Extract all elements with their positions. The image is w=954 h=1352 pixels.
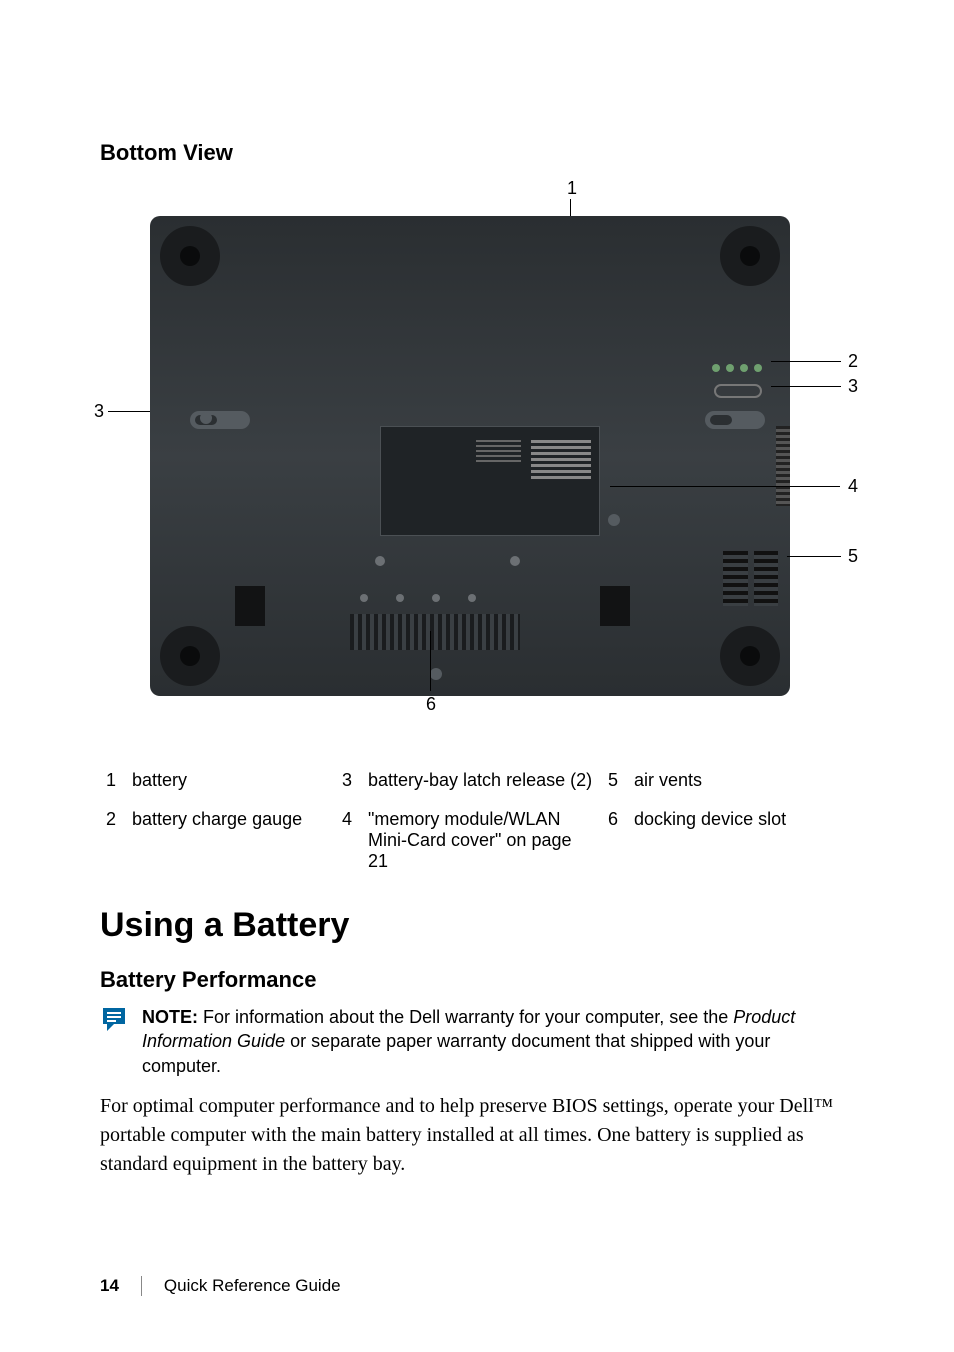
- foot-pad-bl: [160, 626, 220, 686]
- legend-num: 1: [100, 766, 126, 795]
- callout-3-left: 3: [94, 401, 104, 422]
- callout-legend: 1 battery 3 battery-bay latch release (2…: [100, 766, 860, 876]
- note-block: NOTE: For information about the Dell war…: [100, 1005, 854, 1078]
- legend-label: battery: [126, 766, 336, 795]
- legend-row: 1 battery 3 battery-bay latch release (2…: [100, 766, 860, 795]
- screw-hole: [375, 556, 385, 566]
- leader-line: [771, 386, 841, 387]
- foot-pad-tl: [160, 226, 220, 286]
- note-body-1: For information about the Dell warranty …: [198, 1007, 733, 1027]
- dock-guide-dots: [360, 594, 476, 602]
- rubber-foot-left: [235, 586, 265, 626]
- legend-num: 5: [602, 766, 628, 795]
- memory-cover-edge: [776, 426, 790, 506]
- air-vents: [723, 551, 778, 606]
- leader-line: [787, 556, 841, 557]
- note-text: NOTE: For information about the Dell war…: [142, 1005, 854, 1078]
- foot-pad-br: [720, 626, 780, 686]
- legend-label: "memory module/WLAN Mini-Card cover" on …: [362, 805, 602, 876]
- rubber-foot-right: [600, 586, 630, 626]
- callout-4: 4: [848, 476, 858, 497]
- memory-cover-label: [380, 426, 600, 536]
- footer-separator: [141, 1276, 142, 1296]
- foot-pad-tr: [720, 226, 780, 286]
- legend-num: 6: [602, 805, 628, 834]
- callout-1: 1: [567, 178, 577, 199]
- screw: [430, 668, 442, 680]
- page-footer: 14 Quick Reference Guide: [100, 1276, 341, 1296]
- screw: [608, 514, 620, 526]
- callout-2: 2: [848, 351, 858, 372]
- footer-label: Quick Reference Guide: [164, 1276, 341, 1296]
- callout-5: 5: [848, 546, 858, 567]
- leader-line: [771, 361, 841, 362]
- note-icon: [100, 1005, 128, 1033]
- callout-6: 6: [426, 694, 436, 715]
- heading-using-a-battery: Using a Battery: [100, 906, 854, 945]
- legend-num: 4: [336, 805, 362, 834]
- leader-line: [108, 411, 150, 412]
- legend-label: battery charge gauge: [126, 805, 336, 834]
- section-heading-bottom-view: Bottom View: [100, 140, 854, 166]
- body-paragraph: For optimal computer performance and to …: [100, 1092, 854, 1179]
- status-leds: [712, 364, 762, 372]
- page-number: 14: [100, 1276, 119, 1296]
- legend-label: battery-bay latch release (2): [362, 766, 602, 795]
- legend-label: docking device slot: [628, 805, 860, 834]
- legend-label: air vents: [628, 766, 860, 795]
- screw-hole: [510, 556, 520, 566]
- battery-latch-right: [705, 411, 765, 429]
- callout-3-right: 3: [848, 376, 858, 397]
- leader-line: [430, 631, 431, 691]
- screw: [200, 412, 212, 424]
- note-label: NOTE:: [142, 1007, 198, 1027]
- leader-line: [610, 486, 840, 487]
- battery-latch-left: [190, 411, 250, 429]
- docking-slot: [350, 614, 520, 650]
- heading-battery-performance: Battery Performance: [100, 967, 854, 993]
- device-body: [150, 216, 790, 696]
- legend-row: 2 battery charge gauge 4 "memory module/…: [100, 805, 860, 876]
- bottom-view-diagram: 1 2 3 3 4 5 6: [100, 186, 860, 746]
- legend-num: 2: [100, 805, 126, 834]
- legend-num: 3: [336, 766, 362, 795]
- battery-gauge: [714, 384, 762, 398]
- leader-line: [570, 199, 571, 216]
